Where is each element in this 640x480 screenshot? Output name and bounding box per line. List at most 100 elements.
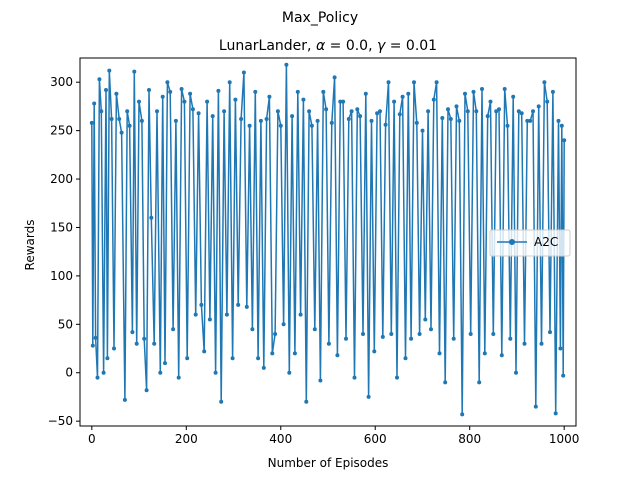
data-point <box>227 80 232 85</box>
data-point <box>505 123 510 128</box>
data-point <box>275 109 280 114</box>
data-point <box>202 349 207 354</box>
data-point <box>95 375 100 380</box>
title-gamma: γ <box>377 38 386 54</box>
data-point <box>446 107 450 112</box>
data-point <box>122 397 127 402</box>
data-point <box>355 107 360 112</box>
data-point <box>301 97 306 102</box>
data-point <box>556 118 561 123</box>
data-point <box>420 128 425 133</box>
data-point <box>290 114 295 119</box>
data-point <box>533 404 538 409</box>
data-point <box>363 91 368 96</box>
data-point <box>132 69 137 74</box>
data-point <box>561 373 566 378</box>
data-point <box>525 118 530 123</box>
data-point <box>273 332 278 336</box>
title-alpha: α <box>316 38 326 54</box>
y-tick-label: 0 <box>65 366 73 380</box>
data-point <box>361 332 365 336</box>
data-point <box>216 88 221 93</box>
data-point <box>236 302 241 307</box>
figure-suptitle: Max_Policy <box>282 10 358 26</box>
data-point <box>437 351 442 356</box>
data-point <box>309 123 314 128</box>
data-point <box>519 111 524 116</box>
data-point <box>417 332 422 336</box>
y-tick-label: 200 <box>50 172 73 186</box>
data-point <box>338 99 343 104</box>
data-point <box>403 356 408 361</box>
data-point <box>207 317 212 322</box>
legend-label-a2c: A2C <box>534 235 558 249</box>
data-point <box>261 365 266 370</box>
data-point <box>127 123 132 128</box>
data-point <box>117 117 122 121</box>
data-point <box>332 75 337 80</box>
title-suffix: = 0.01 <box>385 38 437 54</box>
x-tick-label: 800 <box>458 432 481 446</box>
data-point <box>443 380 448 385</box>
data-point <box>284 62 289 67</box>
data-point <box>491 332 496 336</box>
data-point <box>431 97 436 102</box>
data-point <box>465 109 470 114</box>
data-point <box>125 109 130 114</box>
data-point <box>366 394 371 399</box>
data-point <box>219 399 224 404</box>
data-point <box>426 109 431 114</box>
data-point <box>380 334 385 339</box>
series-line-a2c <box>91 64 565 416</box>
data-point <box>109 117 114 121</box>
plot-frame <box>79 57 577 427</box>
data-point <box>406 91 411 96</box>
data-point <box>352 375 357 380</box>
data-point <box>149 215 154 220</box>
x-tick-label: 1000 <box>549 432 580 446</box>
data-point <box>358 114 363 119</box>
data-point <box>528 118 533 123</box>
data-point <box>531 109 535 114</box>
data-point <box>168 89 173 94</box>
data-point <box>349 109 354 114</box>
data-point <box>482 351 487 356</box>
data-point <box>539 341 544 346</box>
legend: A2C <box>489 229 571 257</box>
data-point <box>92 101 97 106</box>
data-point <box>185 356 190 361</box>
title-mid: = 0.0, <box>325 38 377 54</box>
data-point <box>105 356 110 361</box>
data-point <box>112 346 116 351</box>
data-point <box>142 336 147 341</box>
y-tick-label: −50 <box>48 414 73 428</box>
data-point <box>213 370 218 375</box>
data-point <box>152 341 157 346</box>
data-point <box>369 118 374 123</box>
data-point <box>278 123 283 128</box>
x-tick-label: 0 <box>88 432 96 446</box>
data-point <box>471 89 476 94</box>
data-point <box>454 104 459 109</box>
data-point <box>107 68 112 73</box>
x-tick-label: 200 <box>175 432 198 446</box>
data-point <box>536 104 541 109</box>
data-point <box>287 370 292 375</box>
data-point <box>397 112 402 117</box>
data-point <box>448 117 453 121</box>
title-prefix: LunarLander, <box>219 38 316 54</box>
data-point <box>562 138 567 143</box>
data-point <box>511 94 516 99</box>
data-point <box>193 312 198 317</box>
data-point <box>199 302 204 307</box>
y-tick-label: 300 <box>50 75 73 89</box>
data-point <box>90 343 95 348</box>
data-point <box>163 361 167 366</box>
data-point <box>130 330 135 335</box>
data-point <box>502 87 507 91</box>
data-point <box>253 89 258 94</box>
data-point <box>341 99 346 104</box>
data-point <box>134 341 139 346</box>
plot-area <box>89 62 567 417</box>
